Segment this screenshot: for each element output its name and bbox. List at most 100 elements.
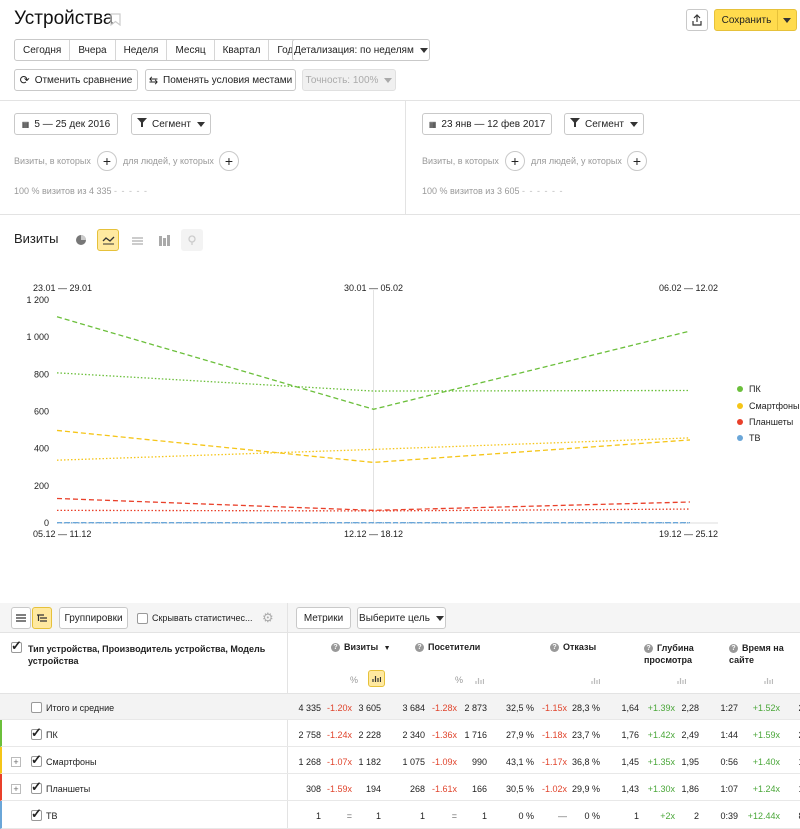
col-visitors[interactable]: ? Посетители [415, 642, 480, 652]
map-icon[interactable] [181, 229, 203, 251]
row-checkbox[interactable] [31, 752, 42, 768]
expand-icon[interactable]: + [11, 784, 21, 794]
cell-value: 2 873 [464, 703, 487, 713]
goal-dropdown[interactable]: Выберите цель [357, 607, 446, 629]
cell-value: 1 [419, 811, 425, 821]
cell-value: 1 182 [358, 757, 381, 767]
gear-icon[interactable]: ⚙ [262, 610, 274, 625]
help-icon[interactable]: ? [415, 643, 424, 652]
plus-icon: + [510, 153, 520, 169]
period-year[interactable]: Год [277, 44, 294, 56]
legend-item-tablets[interactable]: Планшеты [737, 417, 793, 427]
row-name[interactable]: ТВ [46, 811, 58, 821]
line-chart-icon[interactable] [97, 229, 119, 251]
row-checkbox[interactable] [31, 779, 42, 795]
bar-mini-icon[interactable] [764, 675, 774, 687]
cell-value: 1 268 [298, 757, 321, 767]
segment-right-label: Сегмент [585, 118, 624, 130]
help-icon[interactable]: ? [729, 644, 738, 653]
row-name[interactable]: Смартфоны [46, 757, 97, 767]
segment-right-dropdown[interactable]: Сегмент [564, 113, 644, 135]
cell-value: 4 335 [298, 703, 321, 713]
dimension-header[interactable]: Тип устройства, Производитель устройства… [28, 644, 266, 666]
bar-chart-icon[interactable] [153, 229, 175, 251]
legend-label: ПК [749, 384, 761, 394]
table-row-total [0, 693, 800, 720]
delta-value: — [558, 811, 567, 821]
cell-value: 0:39 [720, 811, 738, 821]
table-row[interactable] [0, 720, 800, 747]
detail-dropdown[interactable]: Детализация: по неделям [292, 39, 430, 61]
table-row[interactable] [0, 801, 800, 829]
delta-value: +1.30x [647, 784, 675, 794]
delta-value: = [451, 811, 457, 821]
period-quarter[interactable]: Квартал [215, 40, 270, 60]
row-checkbox[interactable] [31, 806, 42, 822]
col-depth[interactable]: ? Глубина просмотра [644, 642, 714, 666]
bar-mini-icon[interactable] [368, 670, 385, 687]
col-visits[interactable]: ? Визиты ▼ [331, 642, 391, 652]
period-today[interactable]: Сегодня [15, 40, 71, 60]
period-week[interactable]: Неделя [116, 40, 168, 60]
cell-value: 2,28 [681, 703, 699, 713]
delta-value: -1.09x [431, 757, 457, 767]
pie-chart-icon[interactable] [70, 229, 92, 251]
delta-value: -1.02x [541, 784, 567, 794]
area-chart-icon[interactable] [126, 229, 148, 251]
bar-mini-icon[interactable] [475, 675, 485, 687]
add-people-condition-left[interactable]: + [219, 151, 239, 171]
delta-value: -1.07x [326, 757, 352, 767]
legend-item-smartphones[interactable]: Смартфоны [737, 401, 799, 411]
bar-mini-icon[interactable] [591, 675, 601, 687]
date-range-right[interactable]: ▦ 23 янв — 12 фев 2017 [422, 113, 552, 135]
row-name[interactable]: ПК [46, 730, 58, 740]
col-bounces[interactable]: ? Отказы [550, 642, 596, 652]
y-tick-label: 600 [34, 407, 49, 417]
cell-value: 23,7 % [571, 730, 600, 740]
row-name[interactable]: Планшеты [46, 784, 91, 794]
col-time[interactable]: ? Время на сайте [729, 642, 800, 666]
help-icon[interactable]: ? [644, 644, 653, 653]
expand-icon[interactable]: + [11, 757, 21, 767]
cancel-compare-button[interactable]: ⟳ Отменить сравнение [14, 69, 138, 91]
legend-item-tv[interactable]: ТВ [737, 433, 761, 443]
date-range-left[interactable]: ▦ 5 — 25 дек 2016 [14, 113, 118, 135]
cell-value: 1:07 [720, 784, 738, 794]
segment-left-dropdown[interactable]: Сегмент [131, 113, 211, 135]
segment-left-label: Сегмент [152, 118, 191, 130]
row-checkbox[interactable] [31, 725, 42, 741]
percent-toggle[interactable]: % [455, 675, 464, 685]
share-button[interactable] [686, 9, 708, 31]
legend-item-pc[interactable]: ПК [737, 384, 761, 394]
swap-button[interactable]: ⇆ Поменять условия местами [145, 69, 296, 91]
add-visit-condition-right[interactable]: + [505, 151, 525, 171]
groupings-button[interactable]: Группировки [59, 607, 128, 629]
period-yesterday[interactable]: Вчера [70, 40, 116, 60]
select-all-checkbox[interactable] [11, 638, 22, 654]
save-menu-button[interactable] [777, 9, 797, 31]
tree-view-icon[interactable] [32, 607, 52, 629]
row-name: Итого и средние [46, 703, 115, 713]
table-row[interactable] [0, 747, 800, 774]
help-icon[interactable]: ? [331, 643, 340, 652]
delta-value: -1.15x [541, 703, 567, 713]
hide-stats-checkbox[interactable] [137, 613, 148, 624]
accuracy-dropdown[interactable]: Точность: 100% [302, 69, 396, 91]
help-icon[interactable]: ? [550, 643, 559, 652]
bar-mini-icon[interactable] [677, 675, 687, 687]
metrics-button[interactable]: Метрики [296, 607, 351, 629]
period-selector: Сегодня Вчера Неделя Месяц Квартал Год [14, 39, 303, 61]
cell-value: 2:45 [798, 730, 800, 740]
bookmark-icon[interactable] [110, 13, 121, 29]
delta-value: -1.36x [431, 730, 457, 740]
period-month[interactable]: Месяц [167, 40, 215, 60]
add-visit-condition-left[interactable]: + [97, 151, 117, 171]
table-row[interactable] [0, 774, 800, 801]
cell-value: 1 716 [464, 730, 487, 740]
legend-label: ТВ [749, 433, 761, 443]
list-view-icon[interactable] [11, 607, 31, 629]
add-people-condition-right[interactable]: + [627, 151, 647, 171]
save-button[interactable]: Сохранить [714, 9, 779, 31]
row-checkbox[interactable] [31, 702, 42, 713]
percent-toggle[interactable]: % [350, 675, 359, 685]
